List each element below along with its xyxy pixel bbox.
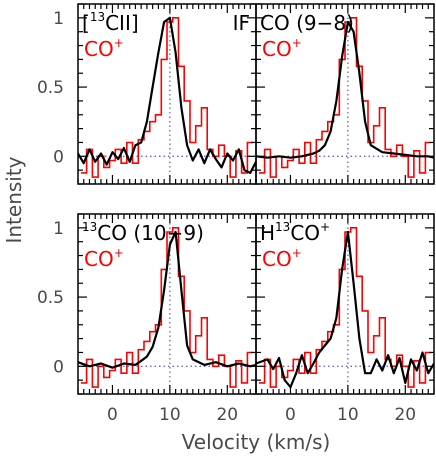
reference-series-co98: [256, 20, 434, 159]
comparison-label: CO+: [84, 246, 124, 271]
reference-series-c13o109: [78, 230, 256, 369]
panel-label-c13o109: 13CO (10−9): [82, 220, 204, 245]
x-tick-label: 10: [337, 405, 359, 425]
panel-frame: [255, 213, 435, 395]
y-tick-label: 1: [53, 9, 64, 29]
label-isotope-superscript: 13: [90, 10, 105, 24]
comparison-label-main: CO: [262, 247, 292, 271]
y-tick-label: 0: [53, 147, 64, 167]
label-main: CO: [290, 221, 320, 245]
comparison-label-main: CO: [84, 247, 114, 271]
label-main: CO (10−9): [97, 221, 204, 245]
label-charge-superscript: +: [320, 220, 330, 234]
y-tick-label: 0.5: [37, 78, 64, 98]
y-tick-label: 0.5: [37, 288, 64, 308]
comparison-series-c13ii: [80, 17, 254, 178]
y-tick-label: 1: [53, 219, 64, 239]
panel-frame: [255, 3, 435, 185]
comparison-label-superscript: +: [114, 246, 124, 260]
panel-label-h13co: H13CO+: [260, 220, 330, 245]
label-prefix: H: [260, 221, 275, 245]
comparison-label-superscript: +: [114, 36, 124, 50]
comparison-series-c13o109: [80, 227, 254, 388]
panel-extra-label: IF: [233, 11, 250, 35]
label-isotope-superscript: 13: [275, 220, 290, 234]
x-tick-label: 10: [159, 405, 181, 425]
label-prefix: [: [82, 11, 90, 35]
comparison-label-main: CO: [262, 37, 292, 61]
comparison-label-superscript: +: [292, 246, 302, 260]
panel-c13ii: 0 0.5 1 [13CII] IF CO+: [37, 3, 257, 185]
panel-co98: CO (9−8)CO+: [255, 3, 435, 185]
y-tick-label: 0: [53, 357, 64, 377]
x-tick-label: 0: [285, 405, 296, 425]
panel-label-c13ii: [13CII]: [82, 10, 139, 35]
x-tick-label: 20: [394, 405, 416, 425]
reference-series-c13ii: [78, 16, 256, 174]
comparison-label-main: CO: [84, 37, 114, 61]
comparison-label: CO+: [84, 36, 124, 61]
x-axis-title: Velocity (km/s): [182, 430, 331, 454]
label-main: CO (9−8): [260, 11, 354, 35]
y-axis-title: Intensity: [2, 156, 26, 243]
comparison-label: CO+: [262, 246, 302, 271]
comparison-label-superscript: +: [292, 36, 302, 50]
comparison-label: CO+: [262, 36, 302, 61]
label-isotope-superscript: 13: [82, 220, 97, 234]
label-main: CII]: [105, 11, 139, 35]
x-tick-label: 0: [107, 405, 118, 425]
x-tick-label: 20: [216, 405, 238, 425]
panel-label-co98: CO (9−8): [260, 11, 354, 35]
